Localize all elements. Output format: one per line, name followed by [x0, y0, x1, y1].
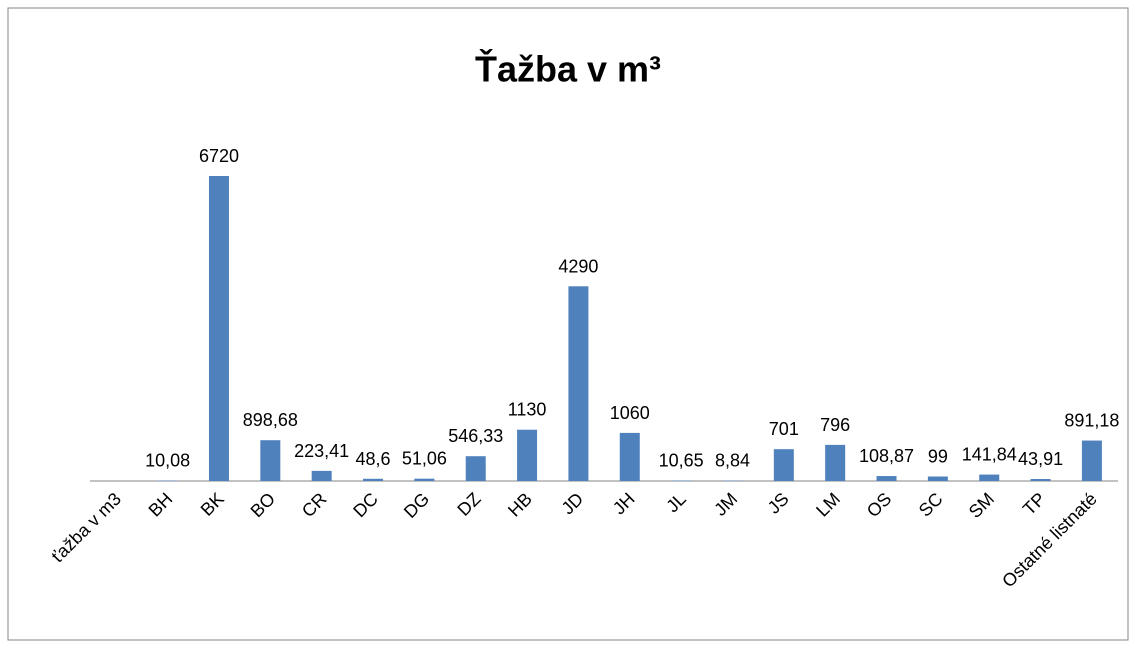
bar	[311, 470, 332, 481]
value-label: 701	[769, 419, 799, 439]
value-label: 4290	[558, 256, 598, 276]
value-label: 223,41	[294, 441, 349, 461]
bar	[363, 478, 384, 481]
value-label: 99	[928, 447, 948, 467]
bar	[773, 449, 794, 481]
bar	[517, 429, 538, 481]
bar	[979, 474, 1000, 481]
value-label: 10,65	[659, 451, 704, 471]
value-label: 8,84	[715, 451, 750, 471]
value-label: 546,33	[448, 426, 503, 446]
bar	[414, 478, 435, 481]
bar	[568, 286, 589, 481]
value-label: 141,84	[962, 445, 1017, 465]
value-label: 51,06	[402, 449, 447, 469]
bar	[927, 476, 948, 481]
bar	[1030, 479, 1051, 481]
bar	[1081, 440, 1102, 481]
bar	[825, 444, 846, 481]
bar	[619, 432, 640, 481]
value-label: 898,68	[243, 410, 298, 430]
value-label: 108,87	[859, 446, 914, 466]
value-label: 1130	[508, 400, 547, 420]
value-label: 10,08	[145, 451, 190, 471]
chart-frame	[7, 7, 1129, 641]
value-label: 48,6	[356, 449, 391, 469]
value-label: 796	[820, 415, 850, 435]
bar	[876, 476, 897, 481]
chart-title: Ťažba v m³	[475, 48, 661, 90]
bar	[208, 176, 229, 481]
bar	[260, 440, 281, 481]
value-label: 1060	[610, 403, 650, 423]
bar	[465, 456, 486, 481]
value-label: 6720	[199, 146, 239, 166]
value-label: 43,91	[1018, 449, 1063, 469]
value-label: 891,18	[1064, 411, 1119, 431]
